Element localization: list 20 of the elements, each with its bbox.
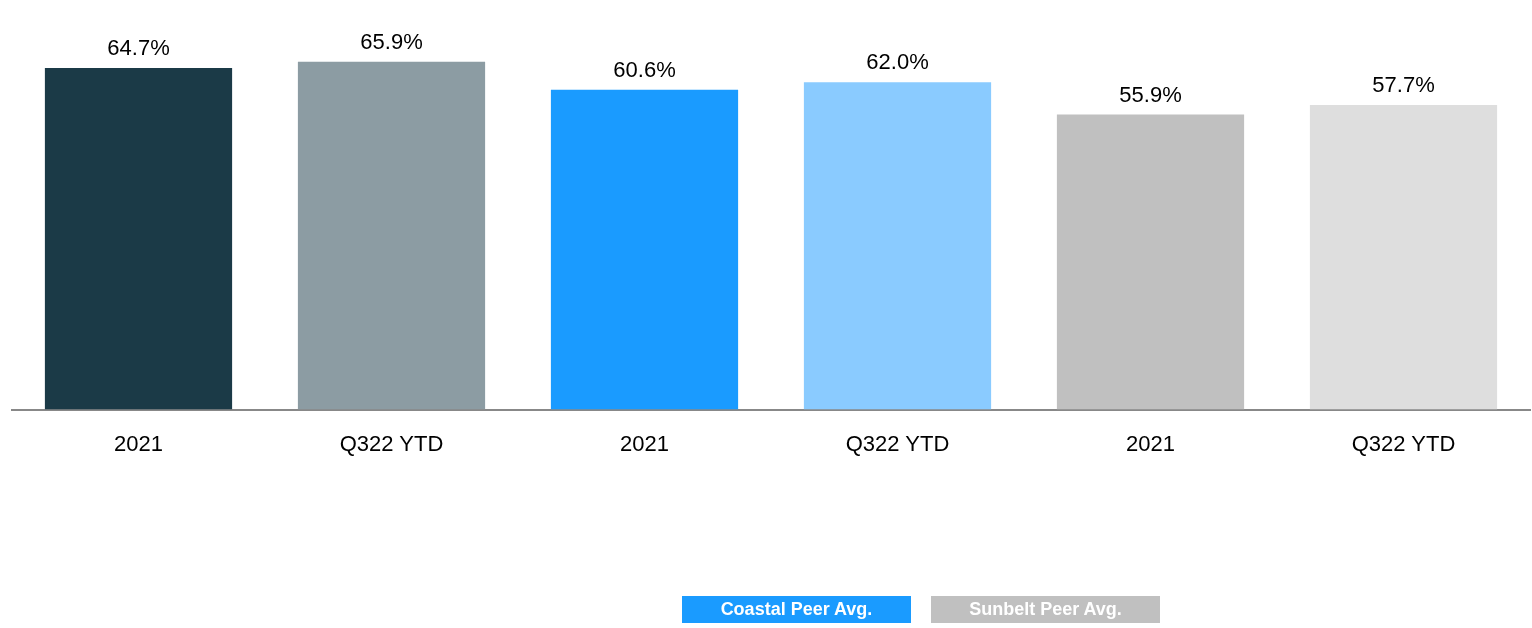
data-label: 57.7% bbox=[1372, 72, 1435, 98]
bar bbox=[550, 89, 739, 410]
bar bbox=[297, 61, 486, 410]
bar bbox=[44, 67, 233, 410]
bar bbox=[1056, 114, 1245, 410]
text: Coastal Peer Avg. bbox=[682, 596, 911, 623]
bar bbox=[803, 82, 992, 410]
data-label: 64.7% bbox=[107, 35, 170, 61]
x-tick-label: 2021 bbox=[114, 430, 163, 456]
data-label: 62.0% bbox=[866, 49, 929, 75]
x-tick-label: Q322 YTD bbox=[1351, 430, 1456, 456]
x-tick-label: Q322 YTD bbox=[845, 430, 950, 456]
x-tick-label: 2021 bbox=[620, 430, 669, 456]
text: Sunbelt Peer Avg. bbox=[931, 596, 1160, 623]
data-label: 55.9% bbox=[1119, 81, 1182, 107]
x-tick-label: 2021 bbox=[1126, 430, 1175, 456]
x-tick-label: Q322 YTD bbox=[339, 430, 444, 456]
data-label: 60.6% bbox=[613, 56, 676, 82]
data-label: 65.9% bbox=[360, 28, 423, 54]
bar bbox=[1309, 104, 1498, 410]
